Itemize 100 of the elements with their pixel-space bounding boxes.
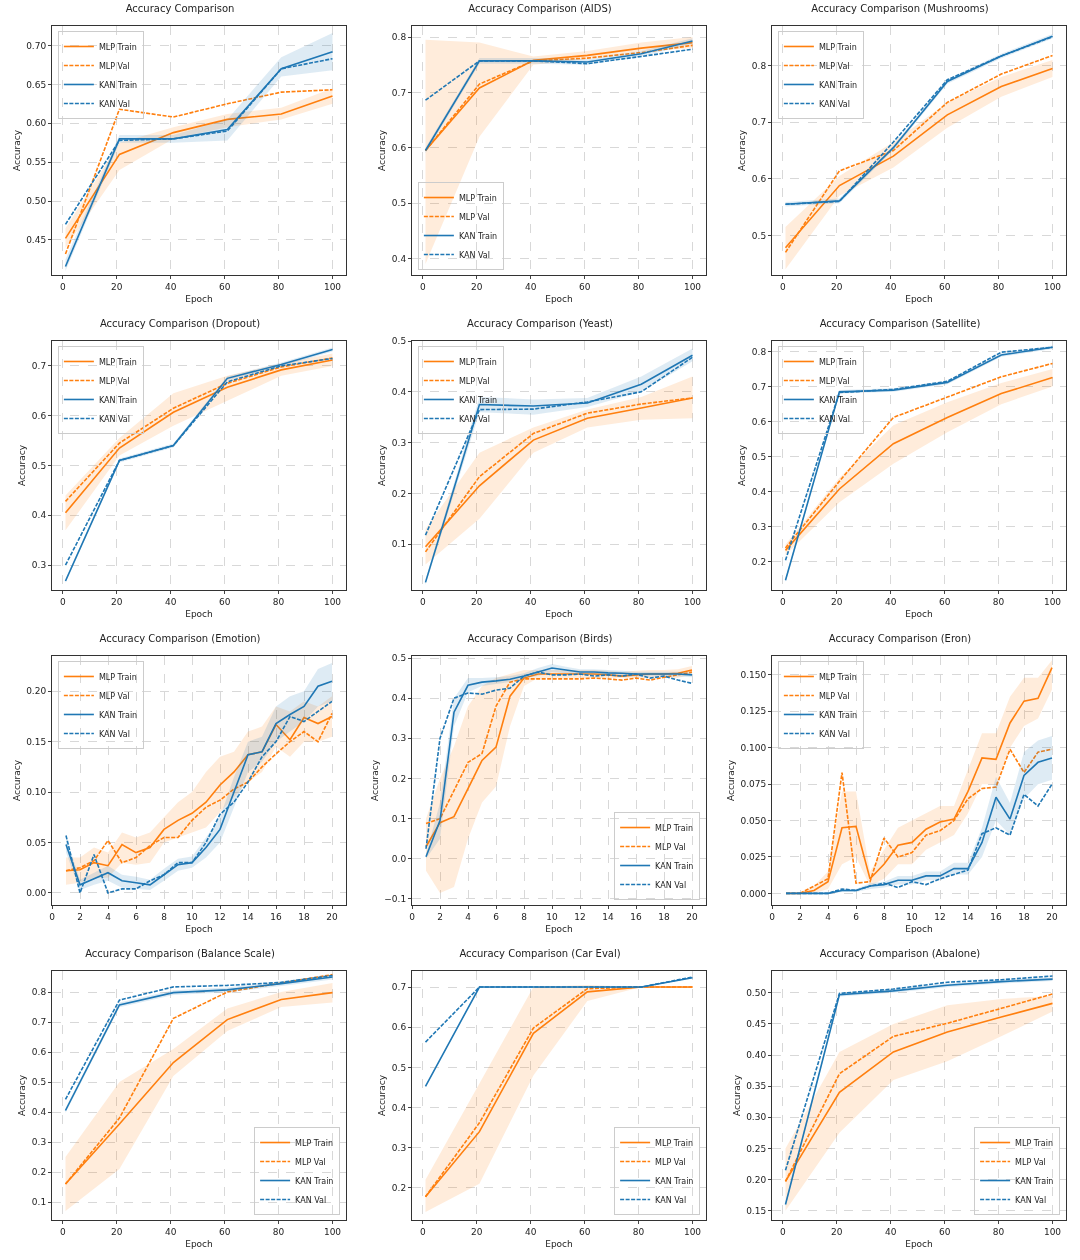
x-tick-label: 14	[602, 911, 614, 922]
legend-label: KAN Train	[458, 231, 498, 241]
x-tick-label: 20	[471, 281, 483, 292]
x-tick-label: 40	[884, 1226, 897, 1237]
legend-label: KAN Train	[98, 80, 138, 90]
y-tick-label: 0.0	[391, 853, 407, 864]
legend-label: MLP Train	[655, 1138, 694, 1148]
x-tick-label: 20	[471, 1226, 483, 1237]
y-tick-label: 0.45	[746, 1019, 767, 1030]
x-tick-label: 20	[686, 911, 698, 922]
y-axis-title: Accuracy	[377, 1074, 388, 1117]
x-tick-label: 0	[769, 911, 776, 922]
x-axis-title: Epoch	[545, 608, 573, 619]
legend-label: KAN Val	[1015, 1195, 1047, 1205]
y-tick-label: 0.6	[751, 173, 767, 184]
legend-label: MLP Val	[818, 691, 850, 701]
legend-label: MLP Train	[458, 193, 497, 203]
y-tick-label: 0.8	[391, 32, 407, 43]
x-tick-label: 20	[831, 596, 843, 607]
y-tick-label: 0.7	[391, 982, 407, 993]
y-axis-title: Accuracy	[725, 759, 736, 802]
y-tick-label: 0.15	[26, 736, 47, 747]
chart-title: Accuracy Comparison (Yeast)	[467, 317, 614, 329]
x-tick-label: 0	[59, 596, 66, 607]
legend-label: MLP Train	[818, 357, 857, 367]
legend-label: MLP Train	[1015, 1138, 1054, 1148]
y-tick-label: 0.050	[740, 815, 767, 826]
x-tick-label: 4	[105, 911, 112, 922]
y-tick-label: 0.50	[26, 196, 47, 207]
x-tick-label: 100	[1043, 596, 1062, 607]
y-tick-label: 0.6	[751, 416, 767, 427]
y-tick-label: 0.60	[26, 118, 47, 129]
y-tick-label: 0.125	[740, 706, 767, 717]
y-tick-label: 0.100	[740, 742, 767, 753]
legend-label: MLP Train	[98, 672, 137, 682]
x-tick-label: 100	[323, 596, 342, 607]
y-tick-label: 0.3	[31, 1137, 47, 1148]
y-tick-label: 0.4	[751, 486, 767, 497]
y-tick-label: 0.2	[391, 773, 407, 784]
x-tick-label: 100	[1043, 1226, 1062, 1237]
x-tick-label: 40	[524, 281, 537, 292]
x-tick-label: 20	[111, 1226, 123, 1237]
legend-label: MLP Train	[818, 672, 857, 682]
x-tick-label: 4	[465, 911, 472, 922]
x-axis-title: Epoch	[545, 923, 573, 934]
legend-label: MLP Val	[295, 1157, 326, 1167]
chart-title: Accuracy Comparison (Emotion)	[99, 632, 261, 644]
x-tick-label: 60	[578, 281, 591, 292]
x-tick-label: 20	[326, 911, 338, 922]
y-tick-label: 0.6	[31, 410, 47, 421]
legend-label: KAN Val	[295, 1195, 327, 1205]
y-tick-label: 0.65	[26, 79, 47, 90]
y-tick-label: 0.3	[391, 1142, 407, 1153]
y-tick-label: 0.8	[751, 60, 767, 71]
legend-label: MLP Train	[458, 357, 497, 367]
legend-label: KAN Val	[655, 1195, 687, 1205]
x-axis-title: Epoch	[545, 1238, 573, 1249]
x-axis-title: Epoch	[185, 923, 213, 934]
legend-label: MLP Val	[655, 1157, 686, 1167]
legend-label: MLP Val	[98, 61, 130, 71]
x-tick-label: 60	[218, 596, 231, 607]
y-axis-title: Accuracy	[369, 759, 380, 802]
x-tick-label: 60	[218, 1226, 231, 1237]
y-tick-label: 0.55	[26, 157, 47, 168]
y-tick-label: 0.20	[746, 1174, 767, 1185]
y-axis-title: Accuracy	[377, 444, 388, 487]
x-axis-title: Epoch	[545, 293, 573, 304]
y-tick-label: 0.35	[746, 1081, 767, 1092]
x-tick-label: 80	[632, 596, 645, 607]
x-tick-label: 10	[546, 911, 558, 922]
x-tick-label: 2	[437, 911, 443, 922]
legend-label: KAN Val	[98, 99, 130, 109]
legend-label: MLP Val	[98, 691, 130, 701]
y-tick-label: 0.5	[31, 460, 47, 471]
x-tick-label: 100	[323, 281, 342, 292]
y-tick-label: 0.8	[751, 346, 767, 357]
x-tick-label: 12	[214, 911, 226, 922]
x-tick-label: 20	[111, 281, 123, 292]
legend-label: KAN Train	[98, 710, 138, 720]
legend-label: MLP Val	[655, 842, 686, 852]
y-tick-label: 0.4	[391, 693, 407, 704]
x-tick-label: 6	[493, 911, 500, 922]
x-tick-label: 10	[186, 911, 198, 922]
legend-label: KAN Train	[98, 395, 138, 405]
x-tick-label: 0	[49, 911, 56, 922]
x-tick-label: 40	[164, 1226, 177, 1237]
y-tick-label: 0.3	[391, 437, 407, 448]
y-axis-title: Accuracy	[737, 129, 748, 172]
x-tick-label: 60	[578, 596, 591, 607]
x-tick-label: 2	[77, 911, 83, 922]
x-axis-title: Epoch	[185, 1238, 213, 1249]
y-axis-title: Accuracy	[11, 759, 22, 802]
legend-label: MLP Val	[1015, 1157, 1046, 1167]
x-tick-label: 8	[521, 911, 528, 922]
y-tick-label: 0.5	[751, 451, 767, 462]
x-tick-label: 80	[992, 281, 1005, 292]
x-tick-label: 60	[938, 1226, 951, 1237]
y-axis-title: Accuracy	[377, 129, 388, 172]
x-tick-label: 100	[683, 1226, 702, 1237]
legend-label: MLP Train	[655, 823, 694, 833]
